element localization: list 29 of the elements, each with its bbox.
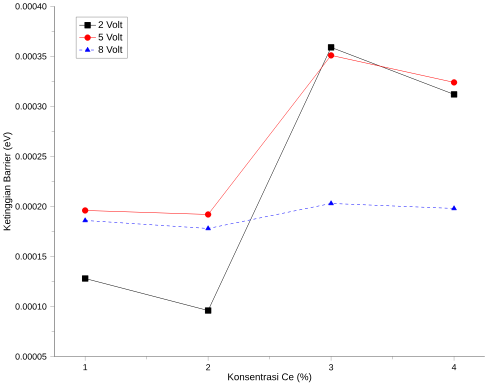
y-tick-label: 0.00030 (15, 103, 46, 110)
y-tick-label: 0.00015 (15, 253, 46, 260)
y-tick-label: 0.00040 (15, 3, 46, 10)
point (205, 225, 211, 230)
x-axis-title: Konsentrasi Ce (%) (228, 372, 312, 382)
point (328, 52, 334, 58)
x-tick-label: 4 (452, 364, 456, 370)
x-tick-label: 3 (328, 364, 334, 370)
legend-label: 8 Volt (98, 46, 122, 53)
y-axis-title: Ketinggian Barrier (eV) (3, 132, 12, 230)
point (82, 217, 88, 222)
point (82, 207, 88, 214)
point (450, 90, 458, 98)
point (328, 200, 334, 205)
y-tick-label: 0.00020 (15, 203, 46, 210)
point (204, 211, 212, 218)
y-tick-label: 0.00005 (15, 353, 46, 360)
point (450, 78, 458, 86)
point (451, 205, 457, 210)
x-tick-label: 1 (83, 364, 88, 370)
x-tick-label: 2 (206, 364, 210, 370)
y-tick-label: 0.00025 (15, 153, 46, 160)
point (82, 275, 88, 282)
y-tick-label: 0.00035 (15, 53, 46, 60)
y-tick-label: 0.00010 (15, 303, 46, 310)
point (328, 44, 334, 50)
point (204, 307, 212, 314)
legend-label: 2 Volt (98, 20, 122, 28)
legend-label: 5 Volt (98, 33, 122, 40)
